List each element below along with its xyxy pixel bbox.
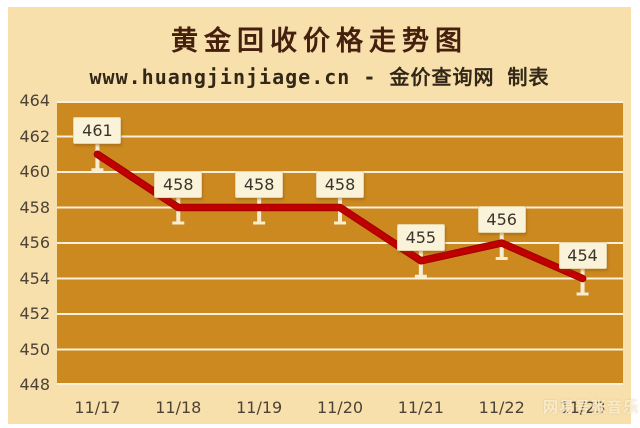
- y-axis-tick-label: 450: [19, 339, 50, 359]
- plot-area: 461 458 458 458 455 456 454: [57, 101, 623, 385]
- label-stem-cap: [495, 257, 508, 260]
- line-chart-svg: [57, 101, 623, 385]
- label-stem-cap: [91, 168, 104, 172]
- label-stem-cap: [334, 221, 346, 225]
- label-stem-cap: [576, 292, 589, 296]
- x-axis-tick-label: 11/17: [74, 398, 121, 417]
- y-axis-tick-label: 448: [19, 375, 50, 394]
- y-axis-tick-label: 460: [19, 162, 50, 181]
- y-axis-tick-label: 458: [19, 197, 50, 217]
- x-axis-tick-label: 11/20: [316, 398, 364, 417]
- data-label: 458: [235, 170, 284, 198]
- label-stem-cap: [414, 274, 427, 278]
- y-axis-tick-label: 462: [19, 126, 50, 146]
- price-line: [94, 151, 586, 282]
- y-axis-tick-label: 452: [19, 304, 50, 323]
- chart-title: 黄金回收价格走势图: [171, 26, 468, 57]
- label-stem-cap: [172, 221, 185, 225]
- data-label: 458: [316, 170, 364, 198]
- x-axis-tick-label: 11/21: [397, 398, 444, 417]
- data-label: 461: [73, 117, 122, 145]
- data-label: 458: [154, 170, 203, 198]
- y-axis-tick-label: 456: [19, 233, 50, 252]
- x-axis-tick-label: 11/23: [559, 398, 606, 417]
- x-axis-tick-label: 11/19: [236, 398, 283, 417]
- chart-subtitle: www.huangjinjiage.cn - 金价查询网 制表: [89, 65, 550, 89]
- y-axis-tick-label: 454: [19, 268, 50, 288]
- x-axis-tick-label: 11/22: [478, 398, 525, 417]
- data-label: 455: [396, 223, 445, 251]
- label-stem-cap: [253, 221, 266, 225]
- data-label: 456: [477, 206, 526, 233]
- watermark: 网易号张音乐: [543, 398, 640, 416]
- y-axis-tick-label: 464: [19, 91, 50, 110]
- x-axis-tick-label: 11/18: [155, 398, 202, 417]
- data-label: 454: [558, 241, 607, 269]
